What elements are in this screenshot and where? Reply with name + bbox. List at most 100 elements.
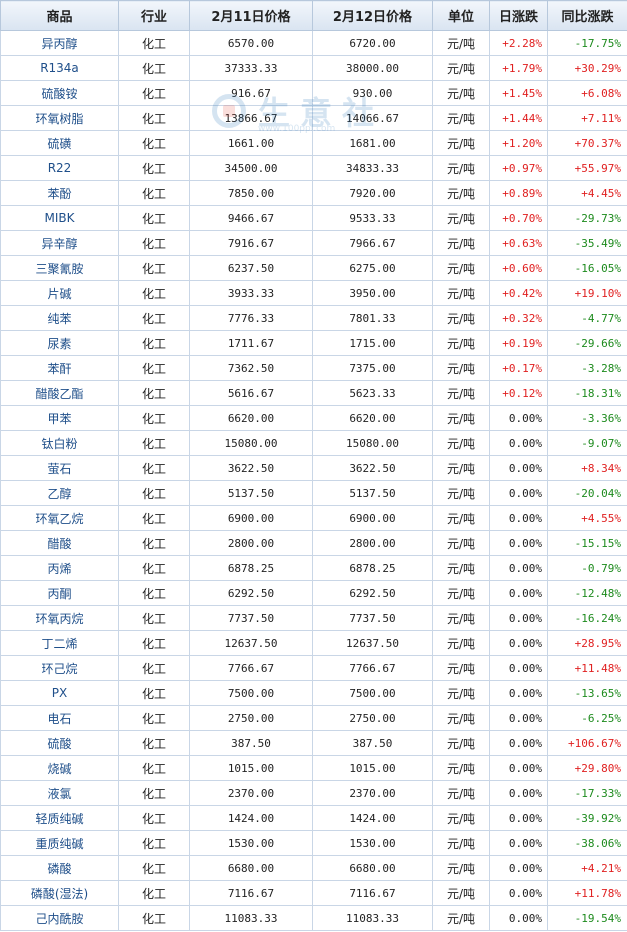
commodity-name-cell[interactable]: 甲苯 [0,405,119,431]
header-commodity[interactable]: 商品 [0,0,119,31]
commodity-name-cell[interactable]: 轻质纯碱 [0,805,119,831]
commodity-name-cell[interactable]: 磷酸 [0,855,119,881]
commodity-name-cell[interactable]: MIBK [0,205,119,231]
commodity-name-cell[interactable]: 硫酸铵 [0,80,119,106]
price-feb12-cell: 7375.00 [312,355,433,381]
commodity-name-cell[interactable]: 苯酐 [0,355,119,381]
price-feb12-cell: 6680.00 [312,855,433,881]
table-row: 纯苯 化工 7776.33 7801.33 元/吨 +0.32% -4.77% [0,305,627,331]
yoy-change-cell: -16.24% [547,605,627,631]
commodity-name-cell[interactable]: 钛白粉 [0,430,119,456]
yoy-change-cell: -4.77% [547,305,627,331]
commodity-name-cell[interactable]: 片碱 [0,280,119,306]
daily-change-cell: 0.00% [489,480,548,506]
commodity-name-cell[interactable]: 环氧树脂 [0,105,119,131]
commodity-name-cell[interactable]: 纯苯 [0,305,119,331]
header-daily-change[interactable]: 日涨跌 [489,0,548,31]
commodity-name-cell[interactable]: 环己烷 [0,655,119,681]
industry-cell: 化工 [118,680,190,706]
commodity-name-cell[interactable]: 硫酸 [0,730,119,756]
commodity-name-cell[interactable]: 丁二烯 [0,630,119,656]
yoy-change-cell: +11.78% [547,880,627,906]
daily-change-cell: +1.20% [489,130,548,156]
price-feb11-cell: 1015.00 [189,755,313,781]
table-row: 片碱 化工 3933.33 3950.00 元/吨 +0.42% +19.10% [0,280,627,306]
industry-cell: 化工 [118,330,190,356]
commodity-name-cell[interactable]: 环氧乙烷 [0,505,119,531]
industry-cell: 化工 [118,805,190,831]
daily-change-cell: 0.00% [489,855,548,881]
table-row: 丁二烯 化工 12637.50 12637.50 元/吨 0.00% +28.95% [0,630,627,656]
header-industry[interactable]: 行业 [118,0,190,31]
daily-change-cell: +2.28% [489,30,548,56]
daily-change-cell: 0.00% [489,905,548,931]
commodity-name-cell[interactable]: R134a [0,55,119,81]
unit-cell: 元/吨 [432,330,490,356]
industry-cell: 化工 [118,530,190,556]
industry-cell: 化工 [118,780,190,806]
unit-cell: 元/吨 [432,355,490,381]
price-feb12-cell: 1530.00 [312,830,433,856]
price-feb11-cell: 6620.00 [189,405,313,431]
commodity-name-cell[interactable]: 醋酸 [0,530,119,556]
commodity-name-cell[interactable]: PX [0,680,119,706]
unit-cell: 元/吨 [432,755,490,781]
commodity-name-cell[interactable]: 萤石 [0,455,119,481]
commodity-name-cell[interactable]: 异丙醇 [0,30,119,56]
commodity-name-cell[interactable]: 己内酰胺 [0,905,119,931]
price-feb12-cell: 11083.33 [312,905,433,931]
unit-cell: 元/吨 [432,880,490,906]
unit-cell: 元/吨 [432,780,490,806]
price-feb11-cell: 7116.67 [189,880,313,906]
industry-cell: 化工 [118,355,190,381]
commodity-name-cell[interactable]: 苯酚 [0,180,119,206]
header-price-feb12[interactable]: 2月12日价格 [312,0,433,31]
daily-change-cell: 0.00% [489,680,548,706]
commodity-name-cell[interactable]: 重质纯碱 [0,830,119,856]
table-row: 电石 化工 2750.00 2750.00 元/吨 0.00% -6.25% [0,705,627,731]
commodity-name-cell[interactable]: 丙酮 [0,580,119,606]
price-feb12-cell: 7966.67 [312,230,433,256]
daily-change-cell: 0.00% [489,805,548,831]
commodity-name-cell[interactable]: 醋酸乙酯 [0,380,119,406]
daily-change-cell: 0.00% [489,655,548,681]
daily-change-cell: +0.70% [489,205,548,231]
commodity-name-cell[interactable]: 环氧丙烷 [0,605,119,631]
yoy-change-cell: -0.79% [547,555,627,581]
commodity-name-cell[interactable]: 硫磺 [0,130,119,156]
price-feb11-cell: 9466.67 [189,205,313,231]
commodity-name-cell[interactable]: 三聚氰胺 [0,255,119,281]
table-row: PX 化工 7500.00 7500.00 元/吨 0.00% -13.65% [0,680,627,706]
commodity-name-cell[interactable]: 丙烯 [0,555,119,581]
industry-cell: 化工 [118,255,190,281]
header-yoy-change[interactable]: 同比涨跌 [547,0,627,31]
commodity-name-cell[interactable]: 异辛醇 [0,230,119,256]
table-row: 硫酸铵 化工 916.67 930.00 元/吨 +1.45% +6.08% [0,80,627,106]
price-feb12-cell: 1424.00 [312,805,433,831]
commodity-name-cell[interactable]: 磷酸(湿法) [0,880,119,906]
commodity-name-cell[interactable]: 液氯 [0,780,119,806]
unit-cell: 元/吨 [432,405,490,431]
header-price-feb11[interactable]: 2月11日价格 [189,0,313,31]
commodity-name-cell[interactable]: 烧碱 [0,755,119,781]
price-feb11-cell: 6680.00 [189,855,313,881]
header-unit[interactable]: 单位 [432,0,490,31]
price-feb11-cell: 6878.25 [189,555,313,581]
price-feb11-cell: 2370.00 [189,780,313,806]
price-feb12-cell: 6292.50 [312,580,433,606]
unit-cell: 元/吨 [432,805,490,831]
commodity-name-cell[interactable]: 乙醇 [0,480,119,506]
daily-change-cell: +1.44% [489,105,548,131]
commodity-name-cell[interactable]: R22 [0,155,119,181]
daily-change-cell: 0.00% [489,705,548,731]
yoy-change-cell: +55.97% [547,155,627,181]
commodity-name-cell[interactable]: 尿素 [0,330,119,356]
table-row: 丙酮 化工 6292.50 6292.50 元/吨 0.00% -12.48% [0,580,627,606]
commodity-name-cell[interactable]: 电石 [0,705,119,731]
yoy-change-cell: +7.11% [547,105,627,131]
table-row: 苯酐 化工 7362.50 7375.00 元/吨 +0.17% -3.28% [0,355,627,381]
daily-change-cell: 0.00% [489,780,548,806]
price-feb11-cell: 7737.50 [189,605,313,631]
table-row: 环氧乙烷 化工 6900.00 6900.00 元/吨 0.00% +4.55% [0,505,627,531]
